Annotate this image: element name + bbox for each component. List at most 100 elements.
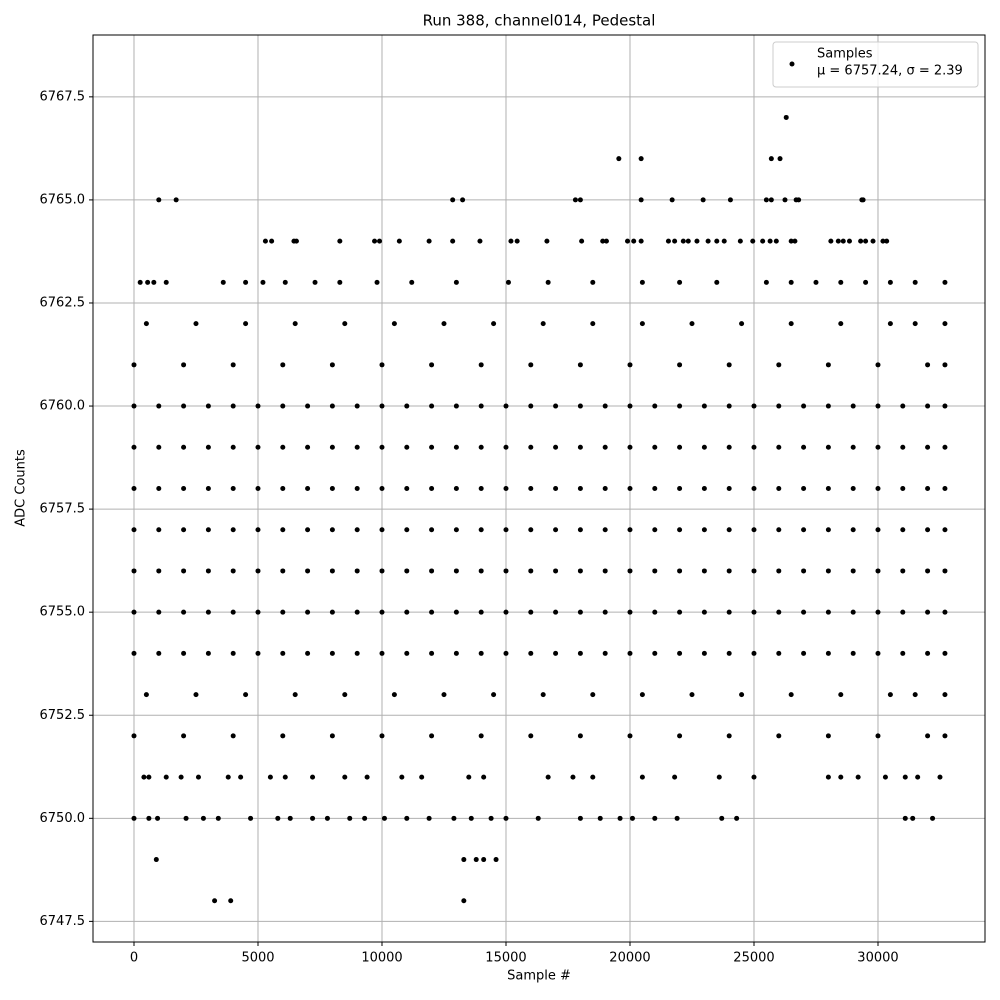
- data-point: [205, 568, 211, 574]
- data-point: [677, 403, 683, 409]
- data-point: [925, 733, 931, 739]
- data-point: [850, 444, 856, 450]
- data-point: [788, 238, 794, 244]
- data-point: [825, 362, 831, 368]
- data-point: [825, 486, 831, 491]
- data-point: [900, 609, 906, 615]
- data-point: [602, 444, 608, 450]
- data-point: [942, 609, 948, 615]
- data-point: [553, 568, 559, 574]
- data-point: [875, 609, 881, 615]
- y-tick-label: 6767.5: [40, 89, 86, 104]
- data-point: [181, 403, 187, 409]
- data-point: [767, 238, 773, 244]
- data-point: [156, 444, 162, 450]
- data-point: [354, 650, 360, 656]
- data-point: [887, 321, 893, 327]
- data-point: [925, 486, 931, 491]
- data-point: [131, 815, 137, 821]
- data-point: [230, 444, 236, 450]
- data-point: [381, 815, 387, 821]
- data-point: [925, 609, 931, 615]
- data-point: [540, 321, 546, 327]
- data-point: [937, 774, 943, 780]
- data-point: [597, 815, 603, 821]
- data-point: [230, 362, 236, 368]
- data-point: [875, 403, 881, 409]
- data-point: [503, 444, 509, 450]
- data-point: [652, 568, 658, 574]
- data-point: [631, 238, 637, 244]
- data-point: [374, 279, 380, 285]
- data-point: [652, 650, 658, 656]
- data-point: [801, 650, 807, 656]
- data-point: [669, 197, 675, 203]
- x-tick-label: 25000: [733, 951, 774, 966]
- data-point: [528, 403, 534, 409]
- data-point: [602, 486, 608, 491]
- data-point: [751, 650, 757, 656]
- plot-frame: [92, 34, 986, 943]
- data-point: [379, 650, 385, 656]
- data-point: [930, 815, 936, 821]
- data-point: [156, 527, 162, 533]
- data-point: [900, 486, 906, 491]
- data-point: [193, 321, 199, 327]
- data-point: [404, 650, 410, 656]
- data-point: [577, 609, 583, 615]
- data-point: [925, 527, 931, 533]
- data-point: [364, 774, 370, 780]
- data-point: [553, 650, 559, 656]
- data-point: [616, 156, 622, 162]
- data-point: [453, 527, 459, 533]
- data-point: [910, 815, 916, 821]
- data-point: [461, 898, 467, 904]
- data-point: [354, 609, 360, 615]
- data-point: [426, 815, 432, 821]
- data-point: [488, 815, 494, 821]
- data-point: [625, 238, 631, 244]
- data-point: [243, 279, 249, 285]
- data-point: [763, 279, 769, 285]
- data-point: [473, 857, 479, 863]
- data-point: [450, 197, 456, 203]
- data-point: [572, 197, 578, 203]
- data-point: [838, 774, 844, 780]
- data-point: [280, 403, 286, 409]
- data-point: [768, 156, 774, 162]
- legend-annotation: μ = 6757.24, σ = 2.39: [817, 64, 963, 79]
- data-point: [181, 609, 187, 615]
- data-point: [875, 733, 881, 739]
- data-point: [900, 650, 906, 656]
- data-point: [603, 238, 609, 244]
- data-point: [372, 238, 378, 244]
- data-point: [776, 362, 782, 368]
- data-point: [677, 733, 683, 739]
- data-point: [131, 609, 137, 615]
- data-point: [602, 403, 608, 409]
- data-point: [230, 609, 236, 615]
- data-point: [801, 527, 807, 533]
- data-point: [875, 362, 881, 368]
- data-point: [255, 568, 261, 574]
- data-point: [481, 774, 487, 780]
- data-point: [638, 156, 644, 162]
- data-point: [156, 650, 162, 656]
- data-point: [379, 486, 385, 491]
- data-point: [726, 650, 732, 656]
- data-point: [652, 609, 658, 615]
- data-point: [544, 238, 550, 244]
- data-point: [887, 692, 893, 698]
- data-point: [705, 238, 711, 244]
- data-point: [131, 650, 137, 656]
- data-point: [763, 197, 769, 203]
- data-point: [287, 815, 293, 821]
- data-point: [639, 279, 645, 285]
- data-point: [183, 815, 189, 821]
- data-point: [689, 321, 695, 327]
- data-point: [377, 238, 383, 244]
- data-point: [825, 609, 831, 615]
- data-point: [453, 650, 459, 656]
- data-point: [776, 650, 782, 656]
